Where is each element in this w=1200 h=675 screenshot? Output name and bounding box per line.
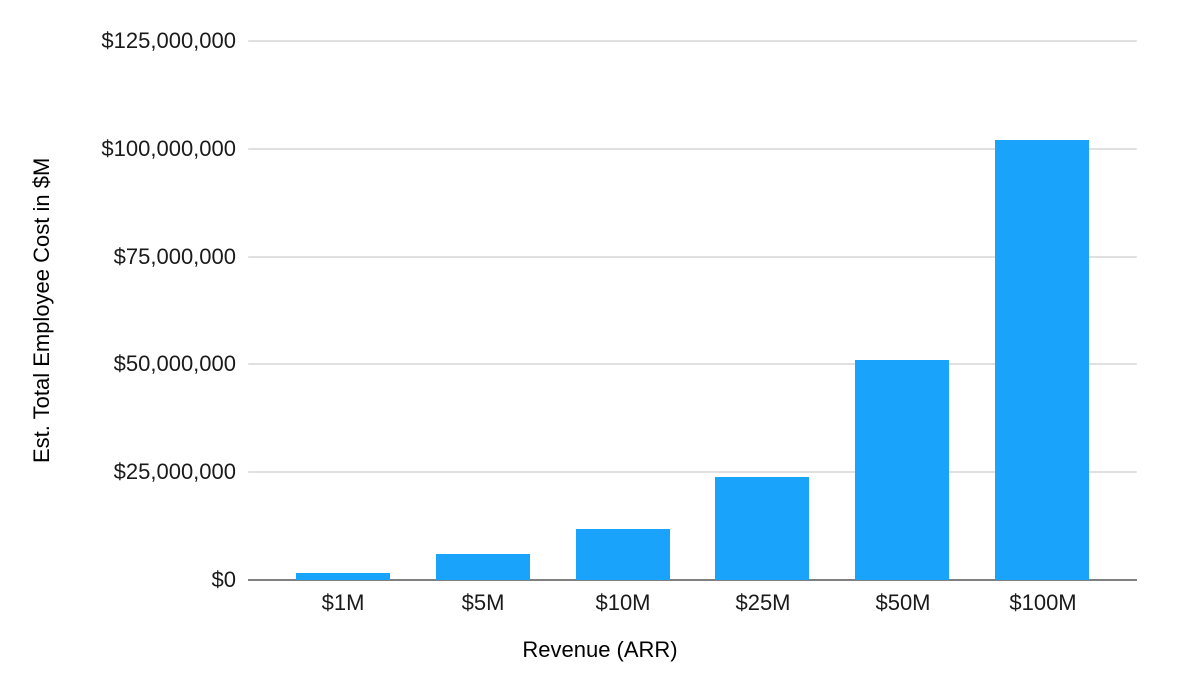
x-axis-tick-label: $5M	[461, 590, 505, 615]
bar-slot	[972, 41, 1112, 580]
y-axis-tick-label: $100,000,000	[101, 135, 236, 161]
bar-slot	[553, 41, 693, 580]
gridline	[248, 40, 1137, 42]
bar-slot	[692, 41, 832, 580]
bar-slot	[273, 41, 413, 580]
y-axis-tick-label: $50,000,000	[113, 351, 236, 377]
gridline	[248, 471, 1137, 474]
bar-50m	[855, 360, 950, 580]
bar-100m	[995, 140, 1090, 580]
gridline	[248, 147, 1137, 150]
bar-slot	[413, 41, 553, 580]
bar-25m	[715, 477, 810, 580]
bar-5m	[435, 554, 530, 580]
x-axis-line	[248, 579, 1137, 581]
bar-10m	[575, 528, 670, 580]
y-axis-tick-label: $25,000,000	[113, 459, 236, 485]
gridline	[248, 363, 1137, 366]
x-axis-tick-label: $50M	[875, 590, 931, 615]
y-axis: $0 $25,000,000 $50,000,000 $75,000,000 $…	[0, 30, 236, 591]
plot-area	[248, 40, 1137, 581]
x-axis-tick-label: $25M	[735, 590, 791, 615]
x-axis-title: Revenue (ARR)	[522, 637, 678, 662]
gridline	[248, 255, 1137, 258]
x-axis-tick-label: $1M	[321, 590, 365, 615]
bar-1m	[295, 572, 390, 580]
x-axis-tick-label: $100M	[1009, 590, 1077, 615]
x-axis: $1M $5M $10M $25M $50M $100M	[273, 592, 1113, 614]
bar-series	[273, 41, 1112, 580]
bar-slot	[832, 41, 972, 580]
y-axis-tick-label: $0	[211, 567, 236, 592]
y-axis-tick-label: $125,000,000	[101, 28, 236, 53]
x-axis-tick-label: $10M	[595, 590, 651, 615]
y-axis-tick-label: $75,000,000	[113, 243, 236, 269]
